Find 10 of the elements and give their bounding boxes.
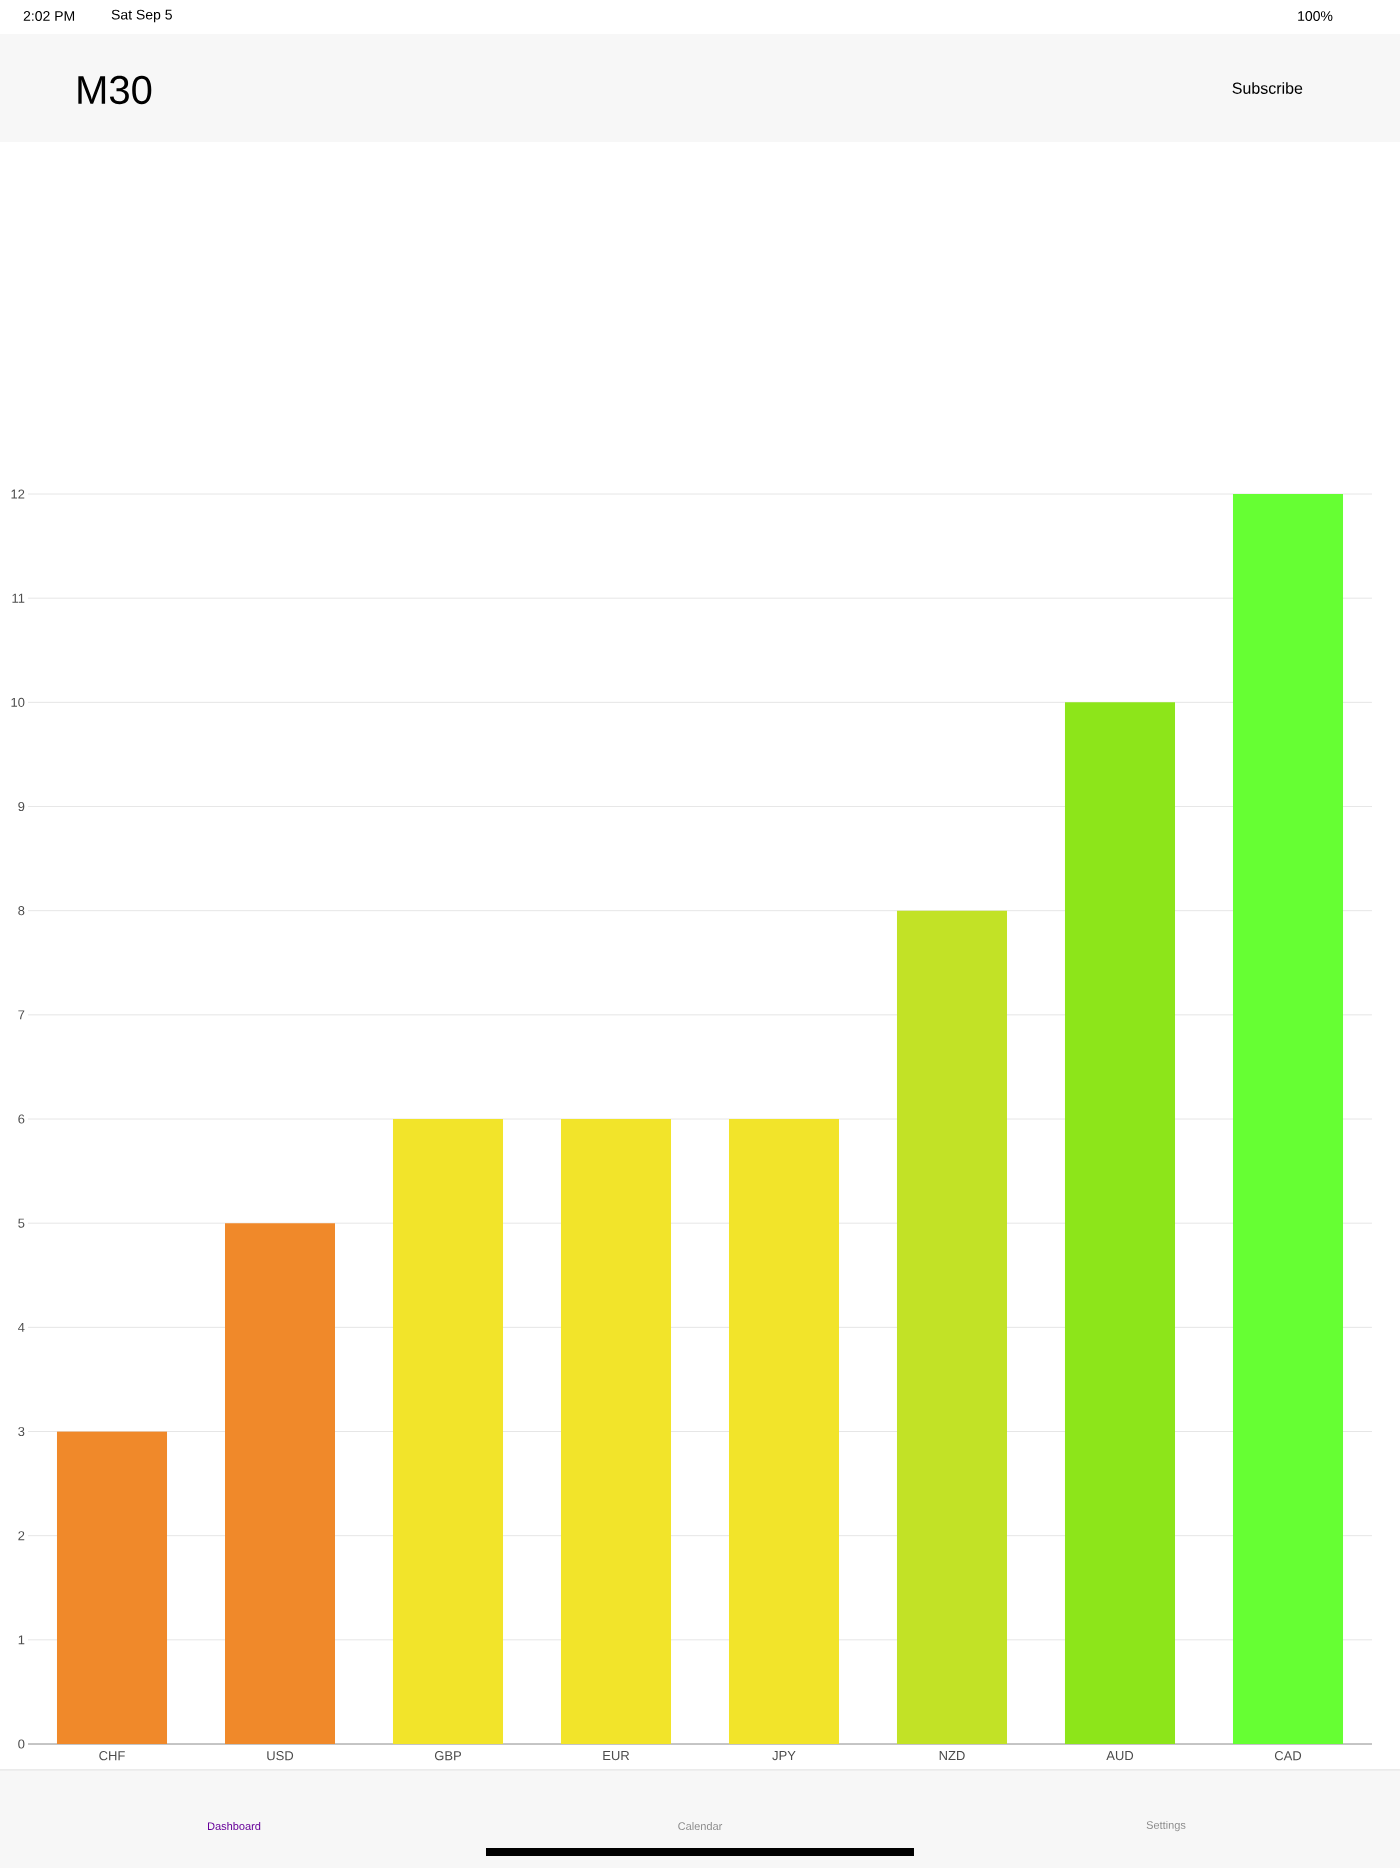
bar — [224, 1223, 336, 1745]
bar — [56, 1431, 168, 1745]
bar — [728, 1119, 840, 1745]
bar — [1232, 494, 1344, 1745]
bar — [392, 1119, 504, 1745]
chart-title: M30 — [78, 75, 152, 105]
bar — [560, 1119, 672, 1745]
bar — [896, 910, 1008, 1745]
text: Subscribe — [1232, 82, 1303, 94]
bar — [1064, 702, 1176, 1745]
